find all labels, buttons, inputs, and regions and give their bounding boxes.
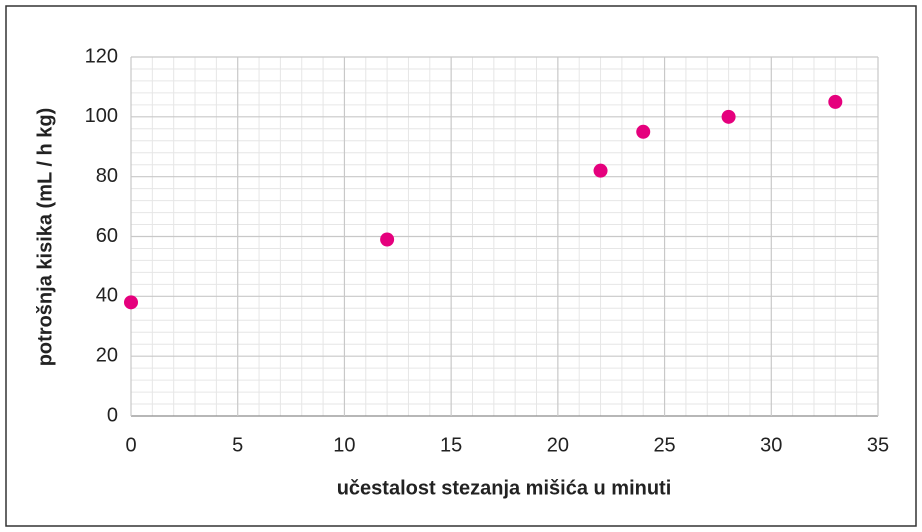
point	[721, 109, 736, 124]
x-axis-label: učestalost stezanja mišića u minuti	[337, 477, 672, 499]
x-tick-label: 10	[333, 434, 355, 456]
x-tick-label: 30	[760, 434, 782, 456]
point	[828, 94, 843, 109]
point	[124, 295, 138, 310]
x-tick-label: 25	[653, 434, 675, 456]
y-tick-label: 100	[85, 105, 118, 127]
x-tick-label: 20	[547, 434, 569, 456]
y-tick-label: 20	[96, 344, 118, 366]
x-tick-label: 0	[125, 434, 136, 456]
y-tick-label: 80	[96, 165, 118, 187]
point	[593, 163, 608, 178]
x-tick-label: 35	[867, 434, 889, 456]
x-tick-label: 5	[232, 434, 243, 456]
x-tick-label: 15	[440, 434, 462, 456]
point	[636, 124, 651, 139]
y-tick-label: 0	[107, 404, 118, 426]
y-tick-label: 120	[85, 45, 118, 67]
y-axis-label: potrošnja kisika (mL / h kg)	[34, 108, 56, 367]
y-tick-label: 40	[96, 285, 118, 307]
y-tick-label: 60	[96, 225, 118, 247]
point	[380, 232, 395, 247]
